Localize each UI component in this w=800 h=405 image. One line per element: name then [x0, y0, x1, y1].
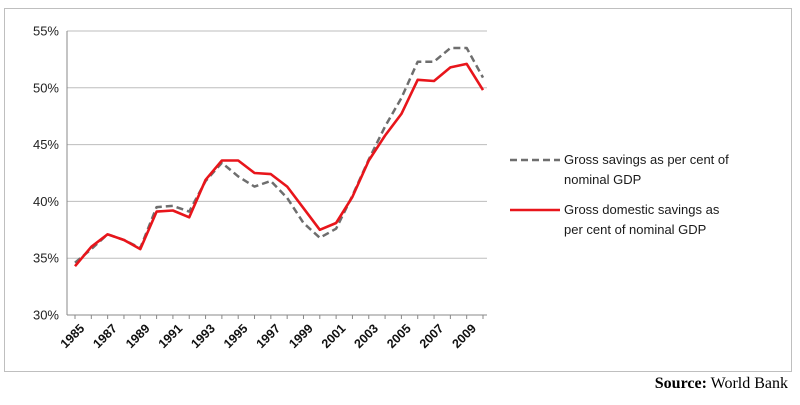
source-note: Source: World Bank	[655, 375, 788, 393]
legend-label-gross-domestic-savings-line1: Gross domestic savings as	[564, 202, 720, 217]
legend-label-gross-savings-line1: Gross savings as per cent of	[564, 152, 729, 167]
x-tick-label: 2005	[384, 321, 414, 351]
chart-frame: 30% 35% 40% 45% 50% 55% 1985 1987 1989 1991 1993 1…	[4, 8, 792, 372]
x-tick-label: 2009	[449, 321, 479, 351]
x-tick-label: 2007	[417, 321, 447, 351]
x-tick-label: 1985	[58, 321, 88, 351]
x-tick-labels: 1985 1987 1989 1991 1993 1995 1997 1999 2001 2003…	[58, 315, 484, 351]
y-tick-label: 55%	[33, 24, 59, 39]
y-tick-label: 30%	[33, 308, 59, 323]
axes	[66, 31, 487, 316]
x-tick-label: 2003	[352, 321, 382, 351]
x-tick-label: 1991	[156, 321, 186, 351]
x-tick-label: 1989	[123, 321, 153, 351]
legend-label-gross-savings-line2: nominal GDP	[564, 172, 641, 187]
y-tick-label: 50%	[33, 80, 59, 95]
grid-lines	[67, 30, 487, 259]
legend: Gross savings as per cent of nominal GDP…	[510, 152, 729, 237]
x-tick-label: 1987	[90, 321, 120, 351]
y-tick-label: 45%	[33, 137, 59, 152]
y-tick-label: 40%	[33, 194, 59, 209]
legend-label-gross-domestic-savings-line2: per cent of nominal GDP	[564, 222, 706, 237]
series-line-gross-domestic-savings	[74, 62, 485, 268]
series-lines	[74, 46, 485, 268]
savings-line-chart: 30%35%40%45%50%55% 1985 1987 1989 1991 1993 1…	[33, 24, 729, 352]
y-tick-labels: 30% 35% 40% 45% 50% 55%	[33, 24, 59, 323]
x-tick-label: 1997	[254, 321, 284, 351]
x-tick-label: 1999	[286, 321, 316, 351]
source-label: Source:	[654, 375, 707, 392]
x-tick-label: 2001	[319, 321, 349, 351]
x-tick-label: 1995	[221, 321, 251, 351]
y-tick-label: 35%	[33, 251, 59, 266]
x-tick-label: 1993	[188, 321, 218, 351]
source-text: World Bank	[710, 375, 788, 392]
